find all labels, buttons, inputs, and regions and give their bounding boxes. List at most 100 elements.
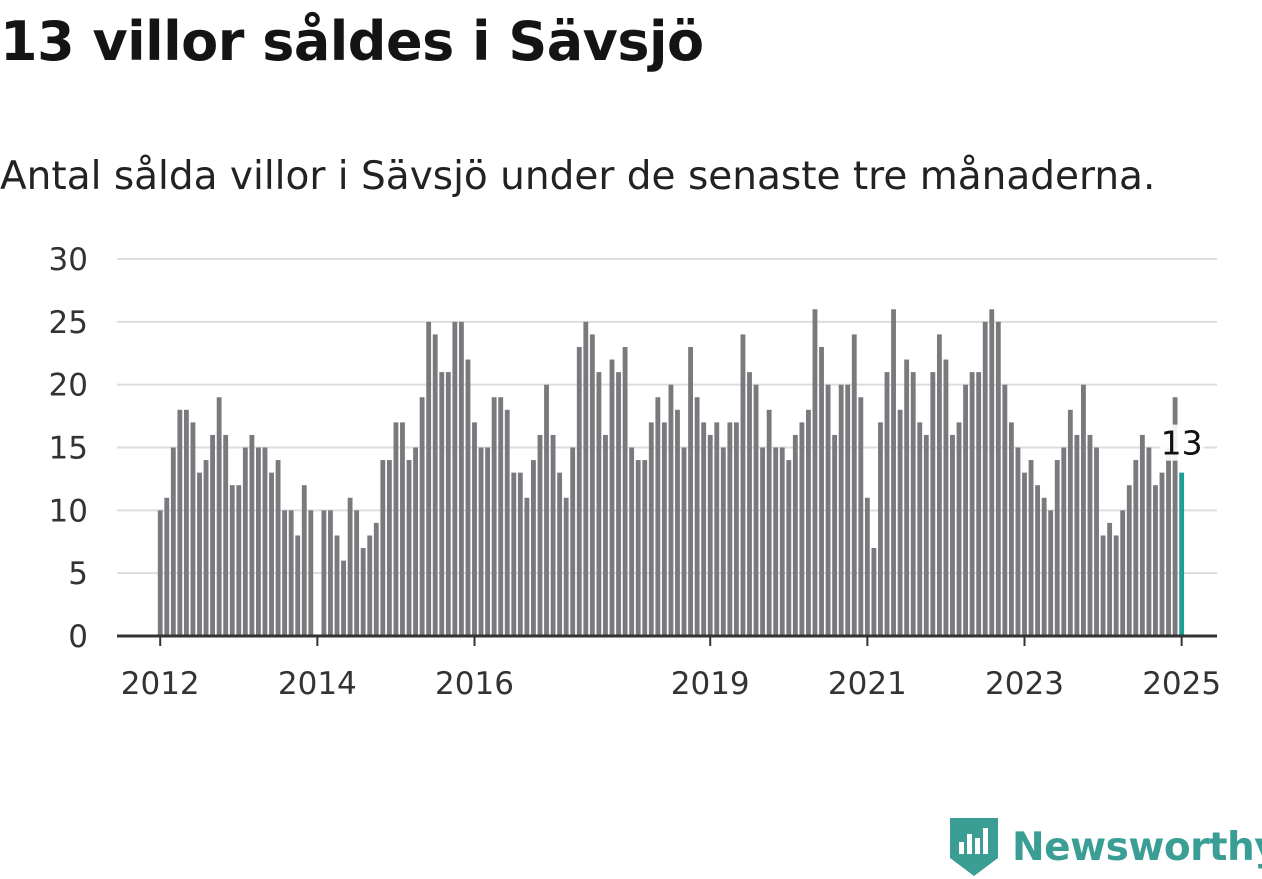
bar	[1133, 460, 1139, 636]
bar	[360, 548, 366, 636]
bar	[1054, 460, 1060, 636]
bar	[1067, 409, 1073, 636]
bar	[236, 485, 242, 636]
bar	[799, 422, 805, 636]
bar	[164, 497, 170, 636]
bar	[452, 321, 458, 636]
newsworthy-logo-icon	[950, 818, 998, 876]
bar	[400, 422, 405, 636]
bar	[406, 460, 412, 636]
bar	[825, 384, 831, 636]
bar	[472, 422, 477, 636]
bar	[688, 346, 693, 636]
bar	[878, 422, 883, 636]
bar	[707, 434, 713, 636]
bar	[832, 434, 838, 636]
bar	[838, 384, 844, 636]
x-tick-label: 2016	[435, 666, 514, 702]
x-tick-label: 2021	[828, 666, 907, 702]
y-tick-label: 15	[49, 431, 88, 467]
bar	[1146, 447, 1152, 636]
brand-name: Newsworthy	[1012, 824, 1262, 870]
bar	[864, 497, 870, 636]
y-tick-label: 5	[68, 556, 88, 592]
bar	[373, 522, 379, 636]
latest-value-label: 13	[1161, 424, 1203, 463]
bar	[845, 384, 851, 636]
bar	[884, 372, 890, 636]
bar	[753, 384, 759, 636]
bar	[989, 309, 995, 636]
bar	[766, 409, 772, 636]
bar	[714, 422, 720, 636]
bar	[747, 372, 752, 636]
bar	[609, 359, 615, 636]
bar	[622, 346, 628, 636]
bar	[282, 510, 288, 636]
bar	[328, 510, 333, 636]
bar	[550, 434, 556, 636]
y-axis-ticks: 0 5 10 15 20 25 30	[49, 242, 88, 655]
bar	[963, 384, 968, 636]
bar	[1008, 422, 1014, 636]
bar	[740, 334, 746, 636]
bar	[1022, 472, 1027, 636]
bar	[576, 346, 582, 636]
bar	[275, 460, 281, 636]
x-axis: 2012 2014 2016 2019 2021 2023 2025	[117, 634, 1221, 702]
bar	[1041, 497, 1047, 636]
bar	[1107, 522, 1113, 636]
bar	[491, 397, 497, 636]
bar	[210, 434, 216, 636]
bar	[498, 397, 504, 636]
bar	[197, 472, 202, 636]
bar	[701, 422, 707, 636]
bar	[190, 422, 196, 636]
annotations: 13	[1159, 424, 1204, 463]
bar	[1159, 472, 1165, 636]
bar	[524, 497, 530, 636]
bar	[897, 409, 903, 636]
bar	[727, 422, 733, 636]
bar	[792, 434, 798, 636]
bar	[1074, 434, 1080, 636]
x-tick-label: 2023	[985, 666, 1064, 702]
bar	[819, 346, 824, 636]
bar	[1015, 447, 1021, 636]
bar	[655, 397, 661, 636]
bar	[393, 422, 399, 636]
bar	[936, 334, 942, 636]
bar	[668, 384, 674, 636]
bar	[1002, 384, 1008, 636]
y-tick-label: 20	[49, 368, 88, 404]
bar	[203, 460, 209, 636]
bar	[367, 535, 373, 636]
bar	[806, 409, 811, 636]
bar	[976, 372, 982, 636]
x-tick-label: 2012	[121, 666, 200, 702]
bar	[694, 397, 700, 636]
x-tick-label: 2025	[1142, 666, 1221, 702]
x-tick-label: 2014	[278, 666, 357, 702]
bar	[1094, 447, 1099, 636]
bar	[170, 447, 176, 636]
bar	[969, 372, 975, 636]
y-tick-label: 0	[68, 619, 88, 655]
bar	[589, 334, 595, 636]
bar	[439, 372, 445, 636]
bar	[485, 447, 491, 636]
bar	[871, 548, 877, 636]
bar	[786, 460, 792, 636]
bar	[537, 434, 543, 636]
bar	[517, 472, 523, 636]
bar	[504, 409, 510, 636]
y-tick-label: 10	[49, 493, 88, 529]
bar	[445, 372, 451, 636]
bar	[995, 321, 1001, 636]
bar	[733, 422, 739, 636]
bar	[720, 447, 726, 636]
bar	[157, 510, 163, 636]
bar	[288, 510, 294, 636]
bar	[891, 309, 896, 636]
bar	[930, 372, 936, 636]
